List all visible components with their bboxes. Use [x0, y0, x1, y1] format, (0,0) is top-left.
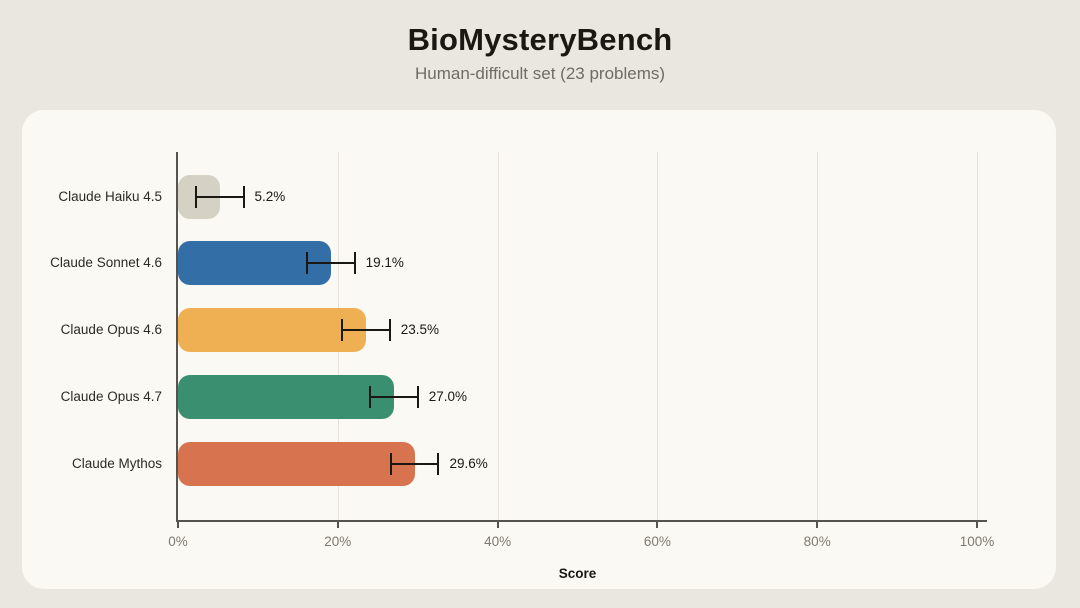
gridline-100: [977, 152, 978, 520]
chart-card: Score 0% 20% 40% 60% 80% 100% Claude Haiku 4.5…: [22, 110, 1056, 589]
gridline-60: [657, 152, 659, 520]
x-axis-tick-80: [816, 522, 819, 528]
chart-title: BioMysteryBench: [407, 22, 673, 57]
error-bar: [390, 463, 439, 466]
x-axis-tick-100: [976, 522, 978, 528]
error-cap-low: [340, 319, 343, 342]
category-label: Claude Sonnet 4.6: [50, 255, 162, 271]
error-cap-high: [416, 386, 419, 409]
category-label: Claude Opus 4.7: [60, 389, 162, 405]
bar-claude-opus-4-6: [178, 308, 366, 353]
x-tick-label-0: 0%: [168, 534, 188, 549]
error-bar: [195, 195, 244, 198]
error-cap-low: [194, 185, 197, 208]
y-axis-spine: [176, 152, 178, 522]
error-bar: [369, 396, 418, 399]
x-tick-label-60: 60%: [643, 534, 671, 549]
chart-subtitle: Human-difficult set (23 problems): [414, 64, 666, 83]
error-cap-high: [242, 185, 245, 208]
x-tick-label-20: 20%: [324, 534, 352, 549]
x-axis-title: Score: [558, 566, 597, 581]
error-bar: [306, 262, 355, 265]
gridline-40: [497, 152, 499, 520]
error-cap-high: [437, 453, 440, 476]
x-axis-tick-60: [656, 522, 659, 528]
chart-header: BioMysteryBench Human-difficult set (23 …: [0, 22, 1080, 84]
bar-claude-mythos: [178, 442, 415, 487]
x-axis-tick-20: [336, 522, 339, 528]
value-label: 29.6%: [449, 456, 488, 472]
error-cap-high: [388, 319, 391, 342]
error-cap-low: [305, 252, 308, 275]
x-axis-line: [176, 520, 987, 522]
error-cap-low: [368, 386, 371, 409]
bar-claude-sonnet-4-6: [178, 241, 331, 286]
gridline-80: [817, 152, 819, 520]
bar-claude-opus-4-7: [178, 375, 394, 420]
category-label: Claude Haiku 4.5: [58, 188, 162, 204]
x-axis-tick-0: [177, 522, 179, 528]
error-cap-high: [353, 252, 356, 275]
plot-area: Score 0% 20% 40% 60% 80% 100% Claude Haiku 4.5…: [50, 152, 994, 581]
x-tick-label-40: 40%: [484, 534, 512, 549]
error-cap-low: [389, 453, 392, 476]
value-label: 27.0%: [428, 389, 467, 405]
category-label: Claude Opus 4.6: [60, 322, 162, 338]
value-label: 5.2%: [254, 188, 286, 204]
value-label: 19.1%: [365, 255, 404, 271]
x-tick-label-80: 80%: [803, 534, 831, 549]
x-tick-label-100: 100%: [959, 534, 995, 549]
value-label: 23.5%: [400, 322, 440, 338]
error-bar: [341, 329, 390, 332]
x-axis-tick-40: [496, 522, 499, 528]
category-label: Claude Mythos: [71, 456, 162, 472]
